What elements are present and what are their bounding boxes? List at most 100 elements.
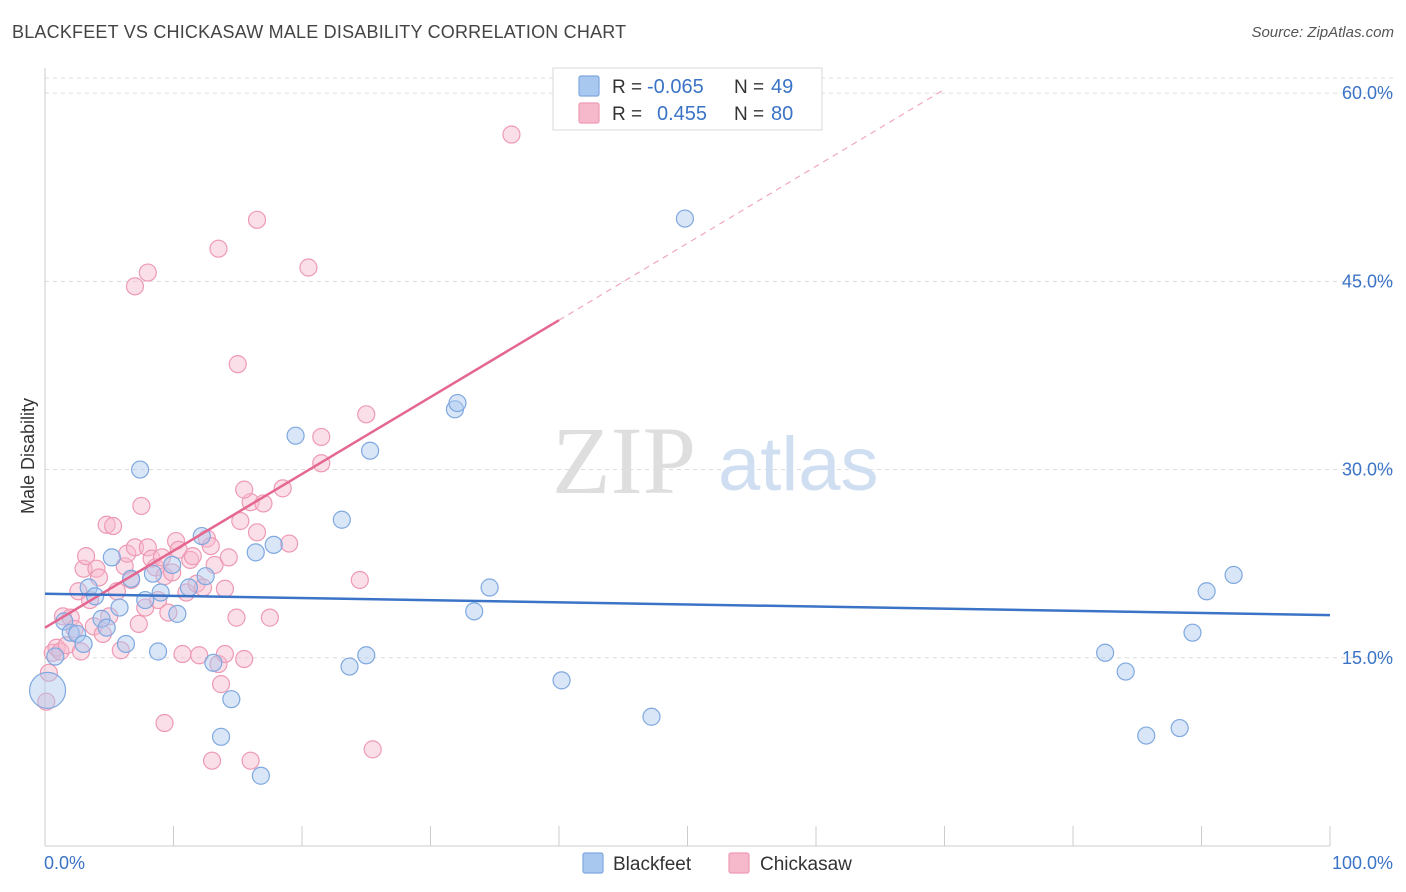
chickasaw-point (235, 649, 254, 669)
blackfeet-point (46, 647, 65, 666)
y-tick-label: 60.0% (1342, 83, 1393, 103)
chickasaw-point (209, 239, 228, 258)
chickasaw-point (104, 516, 123, 536)
chickasaw-points (37, 125, 521, 770)
blackfeet-point (264, 535, 283, 554)
chickasaw-point (312, 427, 331, 447)
blackfeet-point (143, 564, 163, 583)
chickasaw-point (183, 547, 202, 566)
blackfeet-point (480, 578, 499, 597)
legend-box: R = -0.065 N = 49 R = 0.455 N = 80 (552, 67, 823, 131)
chickasaw-point (235, 480, 254, 499)
blackfeet-point (204, 653, 223, 672)
blackfeet-point (332, 510, 351, 529)
blackfeet-point (179, 578, 199, 597)
y-tick-label: 15.0% (1342, 648, 1393, 668)
blackfeet-point (251, 766, 270, 785)
blackfeet-point (92, 609, 111, 628)
bottom-legend-label-blackfeet: Blackfeet (613, 854, 692, 875)
legend-r-value-blackfeet: -0.065 (647, 76, 704, 98)
legend-n-value-blackfeet: 49 (771, 76, 793, 98)
blackfeet-point (465, 602, 484, 621)
blackfeet-point (246, 543, 265, 562)
blackfeet-point (68, 624, 87, 644)
blackfeet-point (552, 671, 571, 690)
blackfeet-point (74, 634, 93, 654)
blackfeet-point (675, 209, 695, 228)
blackfeet-point (1096, 643, 1115, 662)
bottom-legend-swatch-blackfeet (582, 852, 604, 874)
chickasaw-point (280, 534, 299, 553)
blackfeet-point (116, 634, 136, 654)
chickasaw-point (129, 614, 148, 633)
chickasaw-point (231, 511, 250, 531)
chart-title: BLACKFEET VS CHICKASAW MALE DISABILITY C… (12, 22, 627, 42)
blackfeet-point (61, 623, 80, 642)
chickasaw-trend-line (44, 319, 560, 629)
chickasaw-point (190, 646, 209, 665)
legend-swatch-blackfeet (578, 75, 600, 97)
chickasaw-point (138, 263, 157, 282)
blackfeet-point (340, 657, 359, 676)
blackfeet-point (1116, 662, 1135, 681)
chickasaw-point (125, 277, 145, 296)
blackfeet-point (1183, 623, 1202, 642)
legend-r-value-chickasaw: 0.455 (657, 103, 707, 125)
chickasaw-point (125, 538, 145, 557)
bottom-legend: Blackfeet Chickasaw (582, 852, 852, 875)
chickasaw-point (363, 740, 382, 759)
chickasaw-point (350, 570, 369, 590)
chickasaw-point (211, 675, 231, 694)
tick-labels: 15.0% 30.0% 45.0% 60.0% 0.0% 100.0% (44, 83, 1393, 873)
blackfeet-point (163, 555, 182, 575)
blackfeet-point (642, 707, 661, 726)
chickasaw-point (37, 692, 56, 711)
y-axis-label: Male Disability (18, 398, 38, 514)
x-tick-label-max: 100.0% (1332, 853, 1393, 873)
legend-n-value-chickasaw: 80 (771, 103, 793, 125)
blackfeet-point (222, 690, 241, 709)
legend-n-label-blackfeet: N = (734, 77, 764, 98)
blackfeet-point (448, 393, 467, 413)
blackfeet-point (1170, 718, 1189, 738)
axes (44, 68, 1331, 847)
legend-r-label-chickasaw: R = (612, 104, 642, 125)
chickasaw-point (132, 496, 151, 516)
blackfeet-point (1137, 726, 1156, 745)
chickasaw-point (155, 713, 174, 733)
chickasaw-point (163, 563, 182, 582)
legend-swatch-chickasaw (578, 102, 600, 124)
blackfeet-point (110, 598, 129, 617)
trend-lines (44, 88, 1331, 629)
chickasaw-point (219, 548, 238, 567)
chickasaw-point (227, 608, 246, 627)
chickasaw-point (201, 536, 220, 556)
chickasaw-point (215, 579, 234, 598)
chickasaw-point (247, 523, 267, 542)
blackfeet-point (168, 604, 187, 623)
legend-n-label-chickasaw: N = (734, 104, 764, 125)
source-label: Source: ZipAtlas.com (1251, 24, 1394, 41)
blackfeet-point (1224, 565, 1243, 585)
chickasaw-point (299, 258, 318, 277)
blackfeet-point (211, 727, 231, 746)
chickasaw-point (247, 210, 267, 229)
blackfeet-point (196, 567, 215, 586)
blackfeet-point (286, 426, 305, 445)
blackfeet-point (28, 671, 67, 710)
blackfeet-point (151, 583, 170, 602)
watermark: ZIP atlas (552, 407, 879, 514)
chickasaw-point (138, 538, 157, 557)
chickasaw-point (77, 547, 96, 566)
watermark-zip: ZIP (552, 407, 696, 514)
blackfeet-point (130, 460, 150, 479)
chickasaw-point (357, 405, 376, 424)
blackfeet-point (361, 441, 380, 460)
blackfeet-point (97, 618, 116, 637)
blackfeet-trend-line (44, 592, 1331, 617)
chickasaw-point (173, 644, 192, 664)
watermark-atlas: atlas (718, 422, 879, 507)
gridlines (45, 77, 1393, 659)
chickasaw-point (228, 355, 247, 374)
